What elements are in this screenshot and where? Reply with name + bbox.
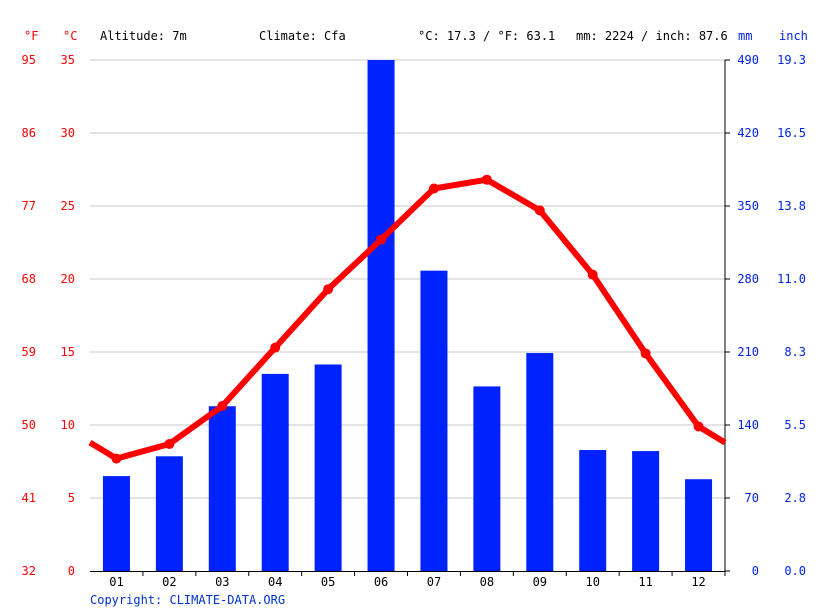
y-tick-label-mm: 350 [737,199,759,213]
precipitation-bar [420,270,448,571]
x-tick-label: 10 [585,575,599,589]
precipitation-bar [632,451,660,571]
y-tick-label-celsius: 15 [61,345,75,359]
y-tick-label-inch: 2.8 [784,491,806,505]
temperature-line [88,176,727,462]
x-tick-label: 12 [691,575,705,589]
x-tick-label: 07 [427,575,441,589]
precipitation-bar [685,479,713,571]
y-tick-label-inch: 11.0 [777,272,806,286]
copyright-link[interactable]: Copyright: CLIMATE-DATA.ORG [90,593,285,607]
temperature-point [217,401,228,412]
temperature-point [534,205,545,216]
temperature-point [376,234,387,245]
temperature-point [323,284,334,295]
temperature-line-group [88,174,727,464]
avg-temperature-label: °C: 17.3 / °F: 63.1 [418,29,555,43]
y-tick-label-fahrenheit: 68 [22,272,36,286]
precipitation-bars [102,60,713,571]
tick-labels: 95 35 490 19.3 86 30 420 16.5 77 25 350 13.8 68 20 280… [22,53,806,589]
unit-inch-label: inch [779,29,808,43]
x-tick-label: 01 [109,575,123,589]
y-tick-label-fahrenheit: 41 [22,491,36,505]
precipitation-bar [261,373,289,571]
precipitation-bar [579,450,607,571]
temperature-point [587,269,598,280]
axes [90,59,730,576]
y-tick-label-inch: 16.5 [777,126,806,140]
y-tick-label-mm: 210 [737,345,759,359]
unit-mm-label: mm [738,29,752,43]
temperature-point [693,421,704,432]
precipitation-bar [102,476,130,571]
x-tick-label: 11 [638,575,652,589]
y-tick-label-celsius: 10 [61,418,75,432]
altitude-label: Altitude: 7m [100,29,187,43]
y-tick-label-celsius: 5 [68,491,75,505]
y-tick-label-fahrenheit: 50 [22,418,36,432]
y-tick-label-celsius: 30 [61,126,75,140]
precipitation-bar [208,406,236,571]
y-tick-label-fahrenheit: 59 [22,345,36,359]
y-tick-label-mm: 280 [737,272,759,286]
y-tick-label-fahrenheit: 95 [22,53,36,67]
precipitation-bar [155,456,183,571]
y-tick-label-celsius: 35 [61,53,75,67]
temperature-point [428,183,439,194]
climate-label: Climate: Cfa [259,29,346,43]
x-tick-label: 02 [162,575,176,589]
temperature-point [270,342,281,353]
y-tick-label-inch: 19.3 [777,53,806,67]
y-tick-label-mm: 490 [737,53,759,67]
x-tick-label: 05 [321,575,335,589]
y-tick-label-inch: 0.0 [784,564,806,578]
x-tick-label: 08 [480,575,494,589]
temperature-point [640,348,651,359]
y-tick-label-celsius: 0 [68,564,75,578]
x-tick-label: 06 [374,575,388,589]
precipitation-bar [473,386,501,571]
y-tick-label-fahrenheit: 77 [22,199,36,213]
y-tick-label-mm: 420 [737,126,759,140]
y-tick-label-celsius: 25 [61,199,75,213]
y-tick-label-fahrenheit: 32 [22,564,36,578]
x-tick-label: 04 [268,575,282,589]
temperature-point [164,438,175,449]
precipitation-total-label: mm: 2224 / inch: 87.6 [576,29,728,43]
x-tick-label: 09 [533,575,547,589]
y-tick-label-inch: 5.5 [784,418,806,432]
y-tick-label-mm: 140 [737,418,759,432]
precipitation-bar [367,60,395,571]
y-tick-label-mm: 0 [752,564,759,578]
y-tick-label-mm: 70 [745,491,759,505]
y-tick-label-inch: 8.3 [784,345,806,359]
precipitation-bar [526,353,554,571]
temperature-point [481,174,492,185]
temperature-point [111,453,122,464]
y-tick-label-celsius: 20 [61,272,75,286]
unit-celsius-label: °C [63,29,77,43]
y-tick-label-inch: 13.8 [777,199,806,213]
unit-fahrenheit-label: °F [24,29,38,43]
precipitation-bar [314,364,342,571]
y-tick-label-fahrenheit: 86 [22,126,36,140]
x-tick-label: 03 [215,575,229,589]
